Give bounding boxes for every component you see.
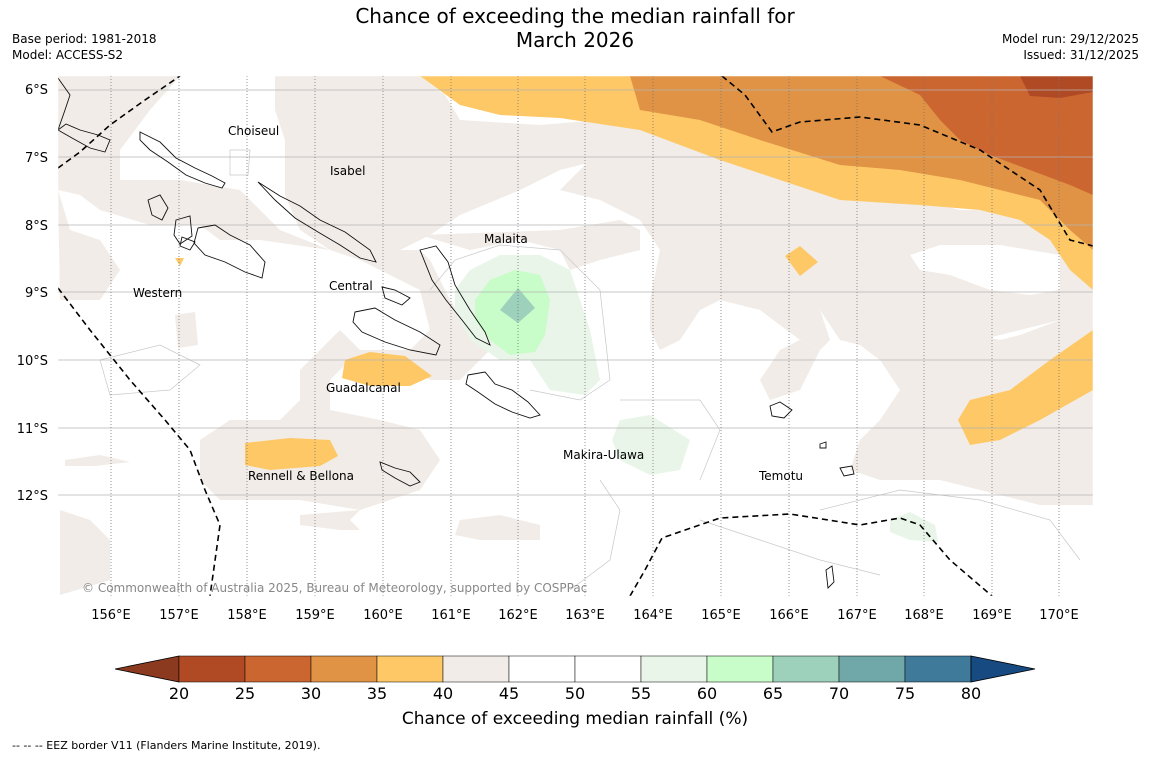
lon-label: 157°E: [159, 608, 199, 623]
lat-label: 6°S: [25, 83, 48, 98]
colorbar-tick: 25: [234, 684, 256, 703]
colorbar-segment: [904, 655, 972, 683]
map-area: © Commonwealth of Australia 2025, Bureau…: [58, 76, 1093, 596]
teal-regions: [500, 288, 535, 323]
colorbar-tick: 45: [498, 684, 520, 703]
label-makira-ulawa: Makira-Ulawa: [563, 448, 644, 462]
lat-label: 11°S: [17, 422, 48, 437]
lat-label: 8°S: [25, 219, 48, 234]
label-choiseul: Choiseul: [228, 124, 279, 138]
lon-label: 170°E: [1039, 608, 1079, 623]
lon-label: 156°E: [91, 608, 131, 623]
colorbar-segment: [508, 655, 576, 683]
colorbar-segment: [442, 655, 510, 683]
lat-gridlines: [58, 89, 1093, 496]
map-title: Chance of exceeding the median rainfall …: [0, 4, 1150, 52]
colorbar-tick: 65: [762, 684, 784, 703]
lat-label: 9°S: [25, 286, 48, 301]
colorbar-label: Chance of exceeding median rainfall (%): [401, 709, 749, 729]
colorbar-segment: [178, 655, 246, 683]
colorbar-tick: 70: [828, 684, 850, 703]
colorbar-segment: [772, 655, 840, 683]
coastlines: [58, 77, 855, 589]
lon-label: 158°E: [227, 608, 267, 623]
label-western: Western: [133, 286, 182, 300]
lon-label: 163°E: [565, 608, 605, 623]
label-rennell-bellona: Rennell & Bellona: [248, 469, 354, 483]
colorbar-tick: 30: [300, 684, 322, 703]
lon-label: 167°E: [837, 608, 877, 623]
colorbar-segment: [838, 655, 906, 683]
colorbar-tick: 55: [630, 684, 652, 703]
label-malaita: Malaita: [484, 232, 528, 246]
lon-label: 164°E: [633, 608, 673, 623]
colorbar-segment: [310, 655, 378, 683]
darkest-orange-regions: [1020, 76, 1093, 98]
colorbar-segment: [244, 655, 312, 683]
lat-labels: 6°S 7°S 8°S 9°S 10°S 11°S 12°S: [17, 83, 48, 504]
colorbar-segment: [706, 655, 774, 683]
dark-orange-regions: [880, 76, 1093, 195]
label-guadalcanal: Guadalcanal: [326, 381, 401, 395]
place-labels: Choiseul Isabel Malaita Central Western …: [133, 124, 803, 483]
colorbar-extend-high: [970, 655, 1036, 683]
colorbar-tick: 20: [168, 684, 190, 703]
meta-left: Base period: 1981-2018 Model: ACCESS-S2: [12, 31, 157, 63]
colorbar-tick: 80: [960, 684, 982, 703]
lat-label: 10°S: [17, 354, 48, 369]
lon-label: 162°E: [498, 608, 538, 623]
colorbar-tick: 75: [894, 684, 916, 703]
colorbar-tick: 50: [564, 684, 586, 703]
title-line-1: Chance of exceeding the median rainfall …: [355, 4, 795, 28]
issued-date: Issued: 31/12/2025: [1023, 48, 1139, 62]
label-isabel: Isabel: [330, 164, 365, 178]
eez-borders: [58, 76, 1093, 596]
footer-note: -- -- -- EEZ border V11 (Flanders Marine…: [12, 739, 321, 752]
label-temotu: Temotu: [758, 469, 803, 483]
colorbar: [114, 655, 1036, 683]
lon-labels: 156°E 157°E 158°E 159°E 160°E 161°E 162°…: [91, 608, 1079, 623]
model-run: Model run: 29/12/2025: [1001, 32, 1139, 46]
lon-label: 160°E: [363, 608, 403, 623]
lon-label: 165°E: [701, 608, 741, 623]
meta-right: Model run: 29/12/2025 Issued: 31/12/2025: [1002, 31, 1139, 63]
lon-label: 168°E: [904, 608, 944, 623]
base-period: Base period: 1981-2018: [12, 32, 157, 46]
lat-label: 7°S: [25, 151, 48, 166]
colorbar-tick: 35: [366, 684, 388, 703]
map-frame: [57, 75, 1094, 597]
white-holes: [200, 245, 1060, 385]
lat-label: 12°S: [17, 489, 48, 504]
colorbar-tick: 40: [432, 684, 454, 703]
colorbar-segment: [574, 655, 642, 683]
colorbar-segment: [376, 655, 444, 683]
lon-label: 161°E: [431, 608, 471, 623]
colorbar-segment: [640, 655, 708, 683]
lon-label: 166°E: [769, 608, 809, 623]
lon-label: 169°E: [972, 608, 1012, 623]
copyright-text: © Commonwealth of Australia 2025, Bureau…: [82, 581, 587, 595]
colorbar-tick: 60: [696, 684, 718, 703]
label-central: Central: [329, 279, 373, 293]
colorbar-extend-low: [114, 655, 180, 683]
lon-label: 159°E: [295, 608, 335, 623]
model-name: Model: ACCESS-S2: [12, 48, 124, 62]
title-line-2: March 2026: [515, 28, 635, 52]
contour-lines: [99, 149, 1081, 591]
